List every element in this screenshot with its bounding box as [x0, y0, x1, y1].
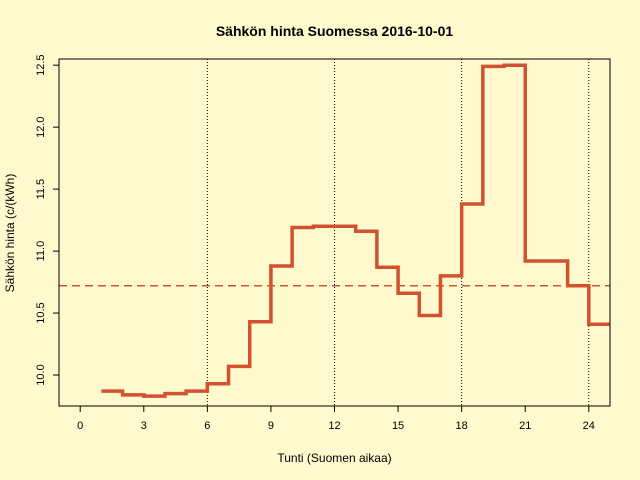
y-tick-label-0: 10.0: [35, 364, 47, 385]
x-tick-label-6: 6: [204, 420, 210, 432]
plot-area: 0 3 6 9 12 15 18 21 24 10.0 10.5 11.0 11.5 12.0 12.5: [35, 54, 611, 432]
x-tick-label-24: 24: [583, 420, 595, 432]
x-tick-label-3: 3: [141, 420, 147, 432]
x-tick-label-9: 9: [268, 420, 274, 432]
x-tick-label-12: 12: [328, 420, 340, 432]
y-tick-label-4: 12.0: [35, 116, 47, 137]
x-axis-label: Tunti (Suomen aikaa): [277, 451, 391, 465]
y-axis-label: Sähkön hinta (c/(kWh): [3, 174, 17, 293]
chart-title: Sähkön hinta Suomessa 2016-10-01: [216, 23, 454, 39]
x-tick-label-21: 21: [519, 420, 531, 432]
price-step-series: [101, 63, 610, 398]
x-tick-label-0: 0: [77, 420, 83, 432]
y-tick-label-3: 11.5: [35, 179, 47, 200]
y-tick-label-1: 10.5: [35, 302, 47, 323]
y-tick-label-2: 11.0: [35, 241, 47, 262]
x-tick-label-18: 18: [456, 420, 468, 432]
y-tick-label-5: 12.5: [35, 54, 47, 75]
x-tick-label-15: 15: [392, 420, 404, 432]
